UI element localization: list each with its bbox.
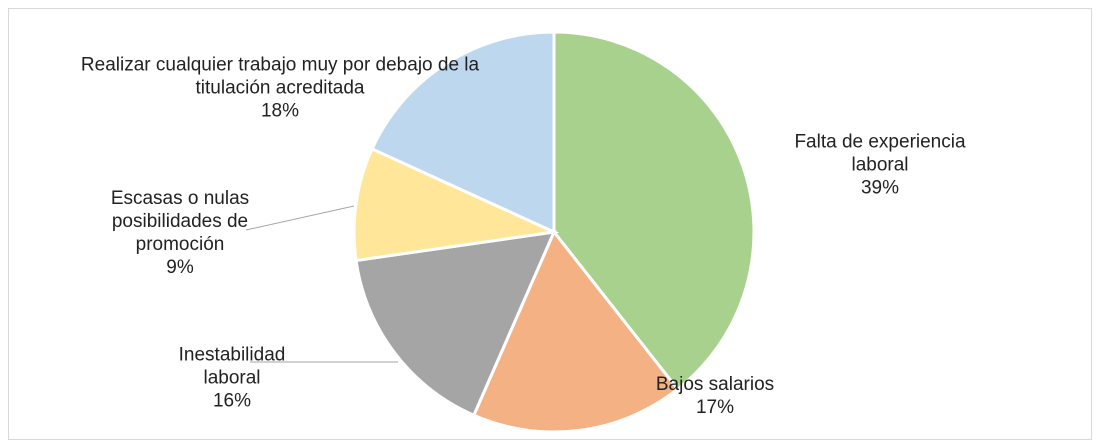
pie-slice — [370, 30, 556, 235]
pie — [352, 30, 756, 434]
value-label: 17% — [695, 397, 735, 418]
value-label: 9% — [166, 257, 194, 278]
data-label: Escasas o nulas posibilidades de promoci… — [88, 187, 273, 279]
data-label: Bajos salarios 17% — [615, 373, 815, 419]
pie-slice — [471, 229, 680, 434]
pie-slice — [352, 146, 560, 263]
value-label: 18% — [260, 100, 300, 122]
category-label: Bajos salarios — [655, 374, 775, 395]
value-label: 16% — [212, 390, 252, 412]
pie-slice — [354, 230, 557, 418]
category-label: Escasas o nulas posibilidades de promoci… — [110, 188, 250, 255]
category-label: Falta de experiencia laboral — [794, 131, 966, 176]
data-label: Realizar cualquier trabajo muy por debaj… — [45, 54, 515, 123]
pie-slice — [552, 30, 756, 392]
data-label: Falta de experiencia laboral 39% — [770, 131, 990, 200]
leader-line — [245, 205, 355, 231]
data-label: Inestabilidad laboral 16% — [152, 344, 312, 413]
value-label: 39% — [860, 177, 900, 199]
category-label: Inestabilidad laboral — [178, 344, 286, 389]
category-label: Realizar cualquier trabajo muy por debaj… — [80, 54, 480, 99]
